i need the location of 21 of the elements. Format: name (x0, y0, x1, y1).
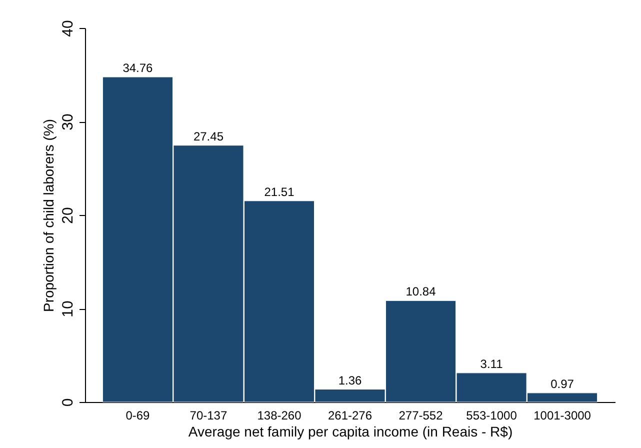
data-label: 27.45 (193, 129, 224, 144)
y-axis-title: Proportion of child laborers (%) (40, 119, 56, 312)
data-label: 34.76 (122, 60, 154, 75)
y-tick-label: 0 (60, 398, 76, 407)
data-label: 1.36 (338, 373, 362, 388)
y-tick-label: 10 (60, 300, 76, 318)
data-label: 21.51 (264, 184, 295, 199)
y-tick-label: 30 (60, 114, 76, 130)
data-label: 10.84 (406, 284, 436, 299)
y-tick-label: 20 (60, 207, 76, 224)
x-tick-label: 138-260 (257, 408, 302, 422)
data-label: 0.97 (550, 376, 574, 391)
x-tick-label: 277-552 (398, 408, 444, 422)
data-label: 3.11 (480, 356, 504, 371)
x-axis-title: Average net family per capita income (in Reais - R$) (188, 424, 513, 440)
x-tick-label: 261-276 (328, 408, 372, 422)
x-tick-label: 1001-3000 (534, 408, 592, 422)
y-tick-label: 40 (60, 20, 76, 37)
x-tick-label: 0-69 (126, 408, 150, 422)
x-tick-label: 70-137 (190, 408, 228, 422)
x-tick-label: 553-1000 (466, 408, 518, 422)
